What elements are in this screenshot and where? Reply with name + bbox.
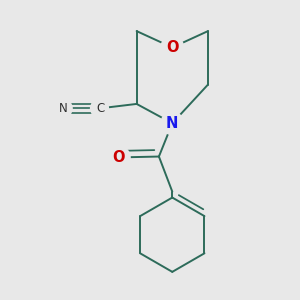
Circle shape xyxy=(161,112,184,134)
Text: N: N xyxy=(59,102,68,115)
Text: C: C xyxy=(97,102,105,115)
Circle shape xyxy=(54,100,72,117)
Text: N: N xyxy=(166,116,178,131)
Circle shape xyxy=(107,146,130,169)
Circle shape xyxy=(161,36,184,59)
Text: O: O xyxy=(112,150,125,165)
Circle shape xyxy=(91,100,108,117)
Text: O: O xyxy=(166,40,178,55)
